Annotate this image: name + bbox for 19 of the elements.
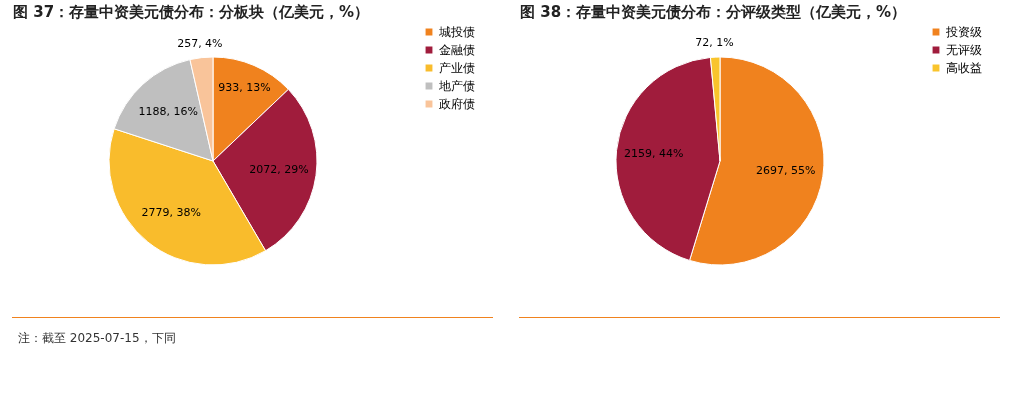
legend-label: 投资级	[945, 25, 982, 39]
legend-label: 高收益	[946, 61, 982, 75]
chart-title: 图 37：存量中资美元债分布：分板块（亿美元，%）	[13, 3, 370, 21]
data-label: 933, 13%	[218, 80, 271, 94]
data-label: 2779, 38%	[141, 205, 201, 219]
text: 注：截至 2025-07-15，下同	[18, 330, 177, 347]
data-label: 2159, 44%	[624, 147, 684, 161]
chart-title: 图 38：存量中资美元债分布：分评级类型（亿美元，%）	[520, 3, 907, 21]
data-label: 1188, 16%	[138, 104, 198, 118]
legend-label: 产业债	[439, 61, 475, 75]
data-label: 2697, 55%	[756, 163, 816, 177]
legend-label: 城投债	[438, 25, 475, 39]
data-label: 257, 4%	[177, 36, 223, 50]
legend-label: 地产债	[438, 79, 475, 93]
legend-label: 政府债	[439, 97, 475, 111]
legend-label: 无评级	[946, 43, 982, 57]
data-label: 72, 1%	[695, 36, 734, 50]
data-label: 2072, 29%	[249, 163, 309, 177]
legend-label: 金融债	[439, 43, 475, 57]
